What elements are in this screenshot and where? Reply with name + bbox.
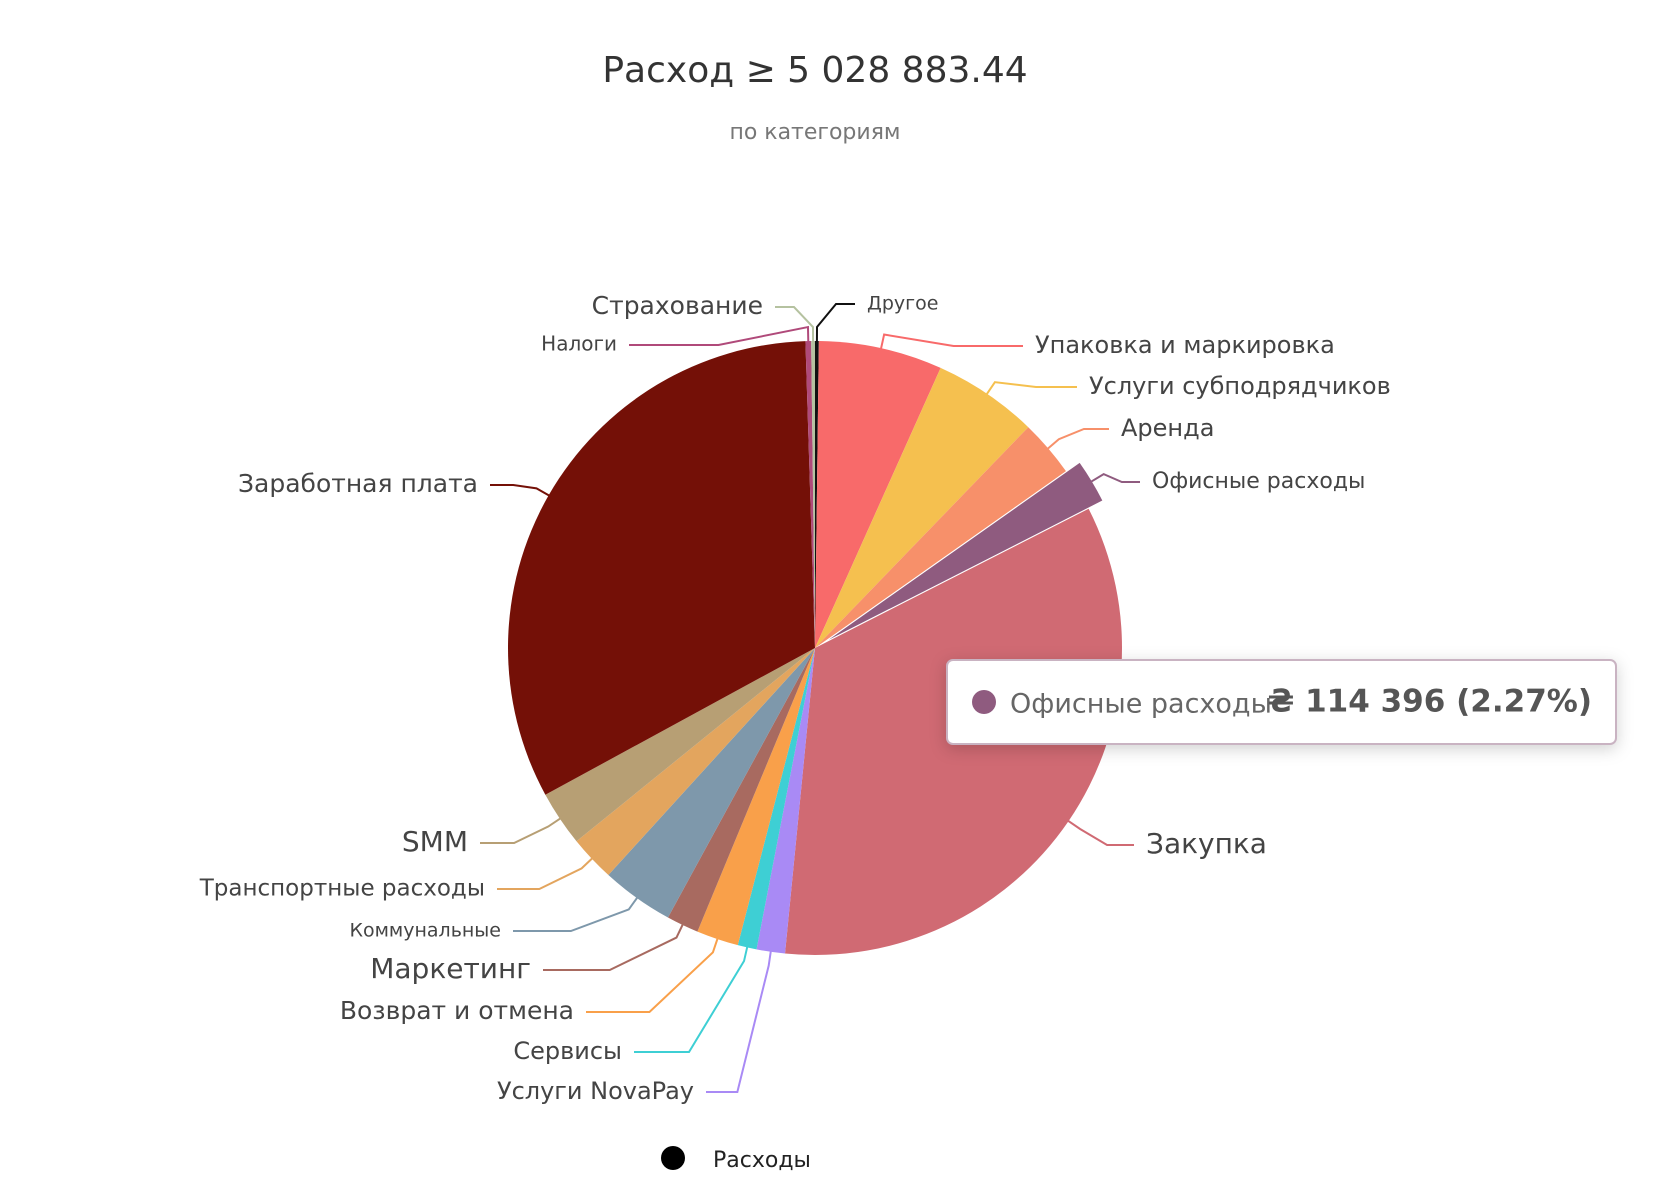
tooltip: Офисные расходы ₴ 114 396 (2.27%) [946, 659, 1617, 745]
pie-slice [815, 341, 819, 648]
slice-label: Возврат и отмена [340, 996, 574, 1025]
slice-label: Страхование [592, 291, 763, 320]
leader-line [490, 484, 555, 500]
tooltip-box [946, 659, 1617, 745]
leader-line [513, 892, 642, 932]
slice-label: Сервисы [513, 1037, 622, 1065]
pie-slice [508, 341, 815, 795]
slice-label: Аренда [1121, 414, 1214, 442]
pie-slice [811, 341, 815, 648]
leader-line [543, 919, 686, 971]
slice-label: Транспортные расходы [199, 876, 485, 902]
pie-slice [608, 648, 815, 918]
leader-line [775, 306, 815, 348]
leader-line [706, 945, 773, 1093]
pie-slice [828, 462, 1103, 640]
slice-label: Закупка [1146, 827, 1267, 860]
slice-label: Другое [867, 293, 938, 315]
pie-slice [815, 367, 1029, 648]
slice-label: Маркетинг [370, 952, 531, 985]
leader-line [586, 933, 721, 1013]
legend-marker [661, 1146, 685, 1170]
tooltip-label: Офисные расходы [1010, 689, 1272, 720]
slice-label: Заработная плата [238, 469, 478, 498]
pie-slice [737, 648, 815, 950]
slice-label: Услуги субподрядчиков [1089, 372, 1391, 400]
leader-line [815, 303, 855, 348]
pie-slice [667, 648, 815, 932]
leader-line [480, 814, 566, 844]
leader-line [1086, 472, 1140, 486]
legend-label: Расходы [713, 1148, 811, 1173]
slice-label: Услуги NovaPay [497, 1077, 694, 1105]
leader-line [497, 853, 597, 890]
pie-labels: Другое Упаковка и маркировка Услуги субпод… [199, 291, 1391, 1105]
slice-label: Офисные расходы [1152, 469, 1365, 494]
pie [508, 341, 1122, 955]
pie-slice [815, 427, 1066, 648]
leader-line [1042, 428, 1109, 453]
pie-slice [805, 341, 815, 648]
pie-slice [545, 648, 815, 842]
slice-label: Упаковка и маркировка [1035, 331, 1335, 359]
pie-slice [756, 648, 815, 954]
pie-slice [815, 341, 941, 648]
tooltip-marker [972, 690, 996, 714]
leader-line [982, 381, 1077, 400]
leader-line [634, 941, 750, 1053]
leader-line [629, 325, 810, 348]
slice-label: SMM [402, 825, 468, 858]
leader-line [1063, 816, 1134, 846]
chart-title: Расход ≥ 5 028 883.44 [602, 50, 1027, 91]
chart-subtitle: по категориям [729, 120, 900, 145]
slice-label: Налоги [541, 332, 617, 356]
tooltip-value: ₴ 114 396 (2.27%) [1268, 684, 1592, 720]
leader-line [878, 333, 1023, 355]
pie-slice [576, 648, 815, 876]
slice-label: Коммунальные [349, 920, 501, 942]
pie-slice [697, 648, 815, 946]
